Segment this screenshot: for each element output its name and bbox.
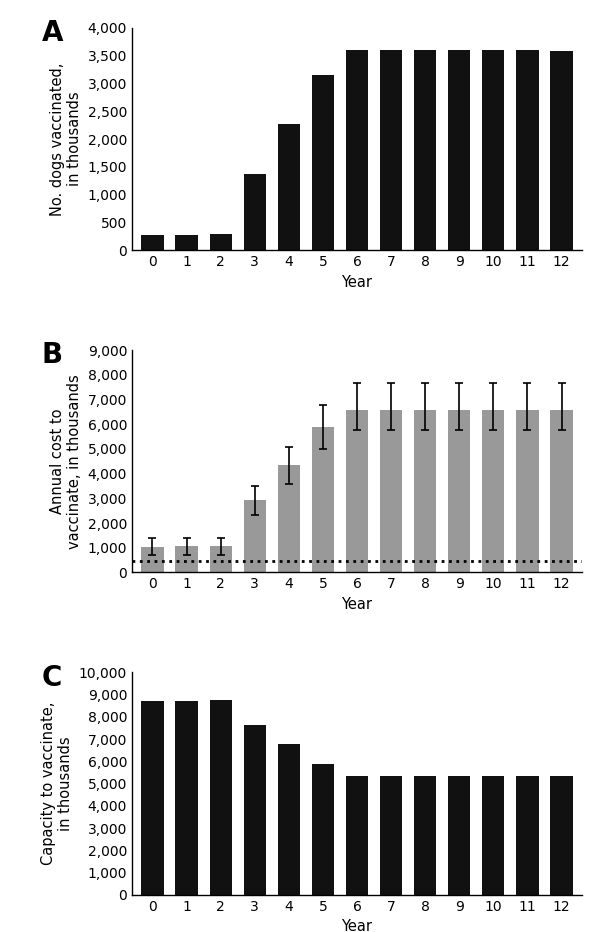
Bar <box>550 50 572 250</box>
Bar <box>175 546 197 572</box>
X-axis label: Year: Year <box>341 919 373 932</box>
Bar <box>346 50 368 250</box>
Bar <box>209 234 232 250</box>
Y-axis label: Capacity to vaccinate,
in thousands: Capacity to vaccinate, in thousands <box>41 702 73 865</box>
Bar <box>278 465 300 572</box>
Bar <box>517 50 539 250</box>
Bar <box>517 775 539 895</box>
Bar <box>414 775 436 895</box>
Bar <box>278 124 300 250</box>
Bar <box>380 410 402 572</box>
Bar <box>312 763 334 895</box>
Bar <box>278 744 300 895</box>
Bar <box>448 410 470 572</box>
Bar <box>517 410 539 572</box>
Text: B: B <box>42 341 63 369</box>
Bar <box>346 410 368 572</box>
Bar <box>414 410 436 572</box>
Bar <box>244 500 266 572</box>
Bar <box>142 235 164 250</box>
Bar <box>550 410 572 572</box>
Bar <box>244 725 266 895</box>
Text: C: C <box>42 664 62 692</box>
Bar <box>175 701 197 895</box>
Bar <box>482 50 505 250</box>
Bar <box>312 75 334 250</box>
Text: A: A <box>42 19 64 48</box>
Bar <box>448 775 470 895</box>
Bar <box>482 775 505 895</box>
Y-axis label: No. dogs vaccinated,
in thousands: No. dogs vaccinated, in thousands <box>50 62 82 216</box>
Bar <box>209 546 232 572</box>
Bar <box>448 50 470 250</box>
X-axis label: Year: Year <box>341 596 373 612</box>
Bar <box>380 50 402 250</box>
Y-axis label: Annual cost to
vaccinate, in thousands: Annual cost to vaccinate, in thousands <box>50 374 82 549</box>
Bar <box>380 775 402 895</box>
Bar <box>482 410 505 572</box>
Bar <box>550 775 572 895</box>
Bar <box>414 50 436 250</box>
Bar <box>175 235 197 250</box>
Bar <box>346 775 368 895</box>
Bar <box>209 700 232 895</box>
Bar <box>312 427 334 572</box>
Bar <box>142 702 164 895</box>
X-axis label: Year: Year <box>341 275 373 290</box>
Bar <box>244 173 266 250</box>
Bar <box>142 546 164 572</box>
